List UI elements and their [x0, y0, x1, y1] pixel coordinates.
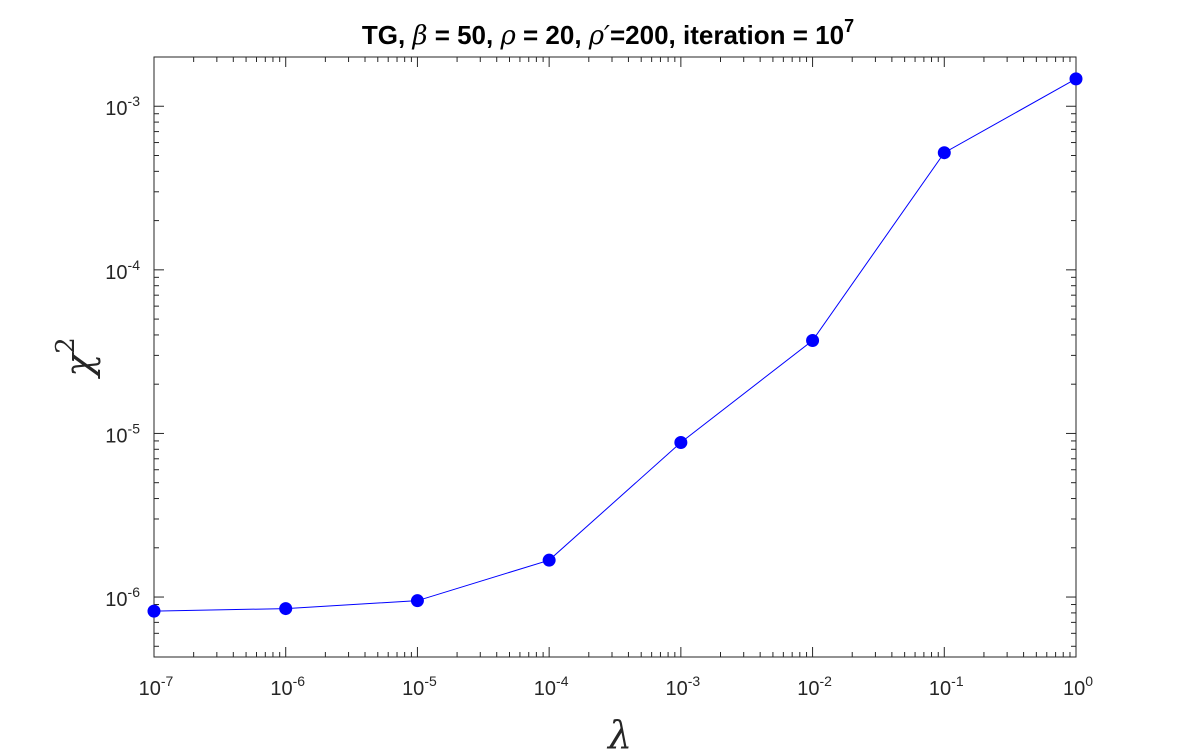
data-point [279, 602, 293, 616]
x-tick-label: 10-1 [929, 673, 964, 700]
data-point [410, 594, 424, 608]
data-point [674, 436, 688, 450]
x-tick-label: 10-3 [666, 673, 701, 700]
y-tick-labels: 10-6 10-5 10-4 10-3 [105, 93, 140, 611]
x-tick-label: 10-7 [139, 673, 174, 700]
y-tick-label: 10-6 [105, 584, 140, 611]
y-tick-label: 10-4 [105, 257, 140, 284]
x-tick-label: 10-6 [270, 673, 305, 700]
x-tick-label: 100 [1063, 673, 1093, 700]
y-axis-label: χ2 [51, 337, 101, 380]
x-axis-label: λ [606, 713, 632, 756]
x-tick-label: 10-2 [797, 673, 832, 700]
data-point [806, 333, 820, 347]
minor-ticks [154, 56, 1076, 657]
x-tick-labels: 10-7 10-6 10-5 10-4 10-3 10-2 10-1 100 [139, 673, 1094, 700]
x-tick-label: 10-4 [534, 673, 569, 700]
data-point [1069, 72, 1083, 86]
series-layer [147, 72, 1083, 618]
y-tick-label: 10-3 [105, 93, 140, 120]
y-tick-label: 10-5 [105, 420, 140, 447]
chart-title: TG, β = 50, ρ = 20, ρ′=200, iteration = … [362, 16, 854, 51]
x-tick-label: 10-5 [402, 673, 437, 700]
series-line [153, 78, 1077, 612]
data-point [937, 146, 951, 160]
data-point [147, 604, 161, 618]
plot-frame [153, 56, 1077, 658]
data-point [542, 553, 556, 567]
